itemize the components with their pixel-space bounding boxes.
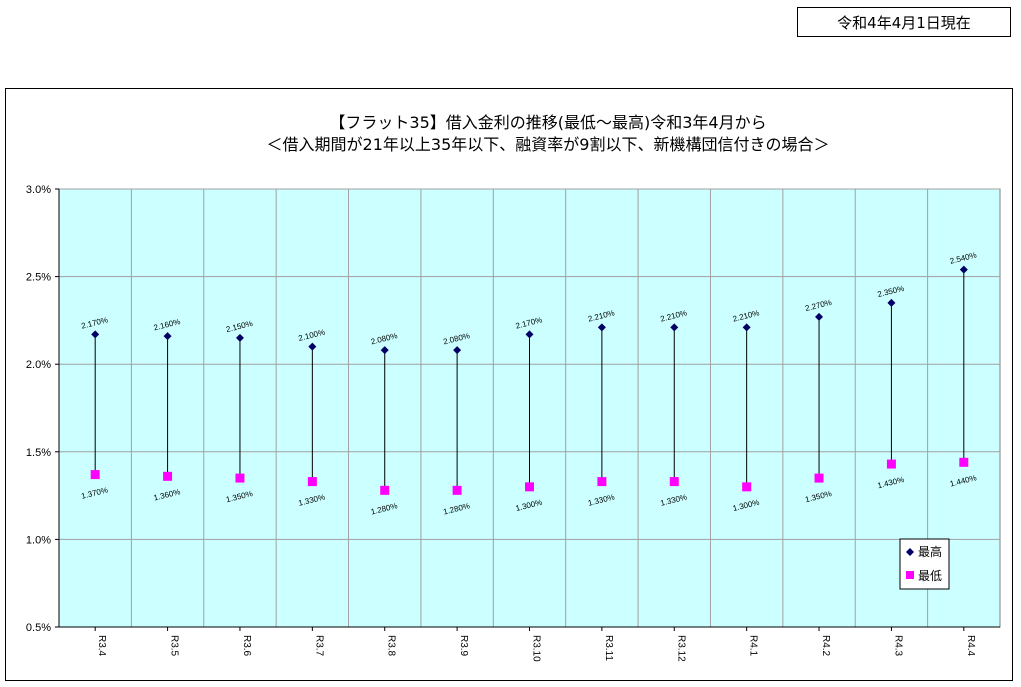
legend-max-marker [906, 548, 914, 556]
max-rate-marker [597, 323, 606, 332]
max-rate-marker [959, 265, 968, 274]
min-rate-marker [814, 473, 824, 483]
y-tick-label: 0.5% [26, 622, 51, 634]
x-tick-label: R4.3 [892, 635, 903, 657]
x-tick-label: R3.4 [96, 635, 107, 657]
report-date: 令和4年4月1日現在 [837, 13, 971, 32]
chart-title-line1: 【フラット35】借入金利の推移(最低～最高)令和3年4月から [329, 113, 766, 132]
legend-min-marker [906, 571, 914, 579]
x-tick-label: R4.1 [748, 635, 759, 657]
max-rate-marker [453, 346, 462, 355]
y-tick-label: 3.0% [26, 184, 51, 196]
min-rate-marker [307, 477, 317, 487]
legend-min-label: 最低 [918, 569, 942, 583]
max-rate-marker [742, 323, 751, 332]
x-tick-label: R3.7 [313, 635, 324, 657]
chart-frame [5, 88, 1013, 681]
chart-title-line2: ＜借入期間が21年以上35年以下、融資率が9割以下、新機構団信付きの場合＞ [267, 135, 830, 154]
max-rate-marker [815, 312, 824, 321]
max-rate-marker [163, 332, 172, 341]
max-rate-marker [887, 298, 896, 307]
plot-area: 0.5% 1.0% 1.5% 2.0% 2.5% 3.0% R3.4 R3.5 R3.6 R3.7… [26, 184, 1001, 662]
y-tick-label: 1.0% [26, 534, 51, 546]
max-rate-marker [525, 330, 534, 339]
min-rate-marker [163, 471, 173, 481]
min-rate-marker [90, 470, 100, 480]
min-rate-marker [380, 485, 390, 495]
min-rate-marker [597, 477, 607, 487]
x-tick-label: R3.12 [675, 635, 686, 662]
report-date-box: 令和4年4月1日現在 [797, 7, 1011, 37]
min-rate-marker [669, 477, 679, 487]
x-tick-label: R3.11 [603, 635, 614, 661]
x-tick-label: R4.4 [965, 635, 976, 657]
x-tick-label: R3.8 [386, 635, 397, 657]
min-rate-marker [525, 482, 534, 492]
max-rate-marker [235, 333, 244, 342]
x-tick-label: R3.10 [531, 635, 542, 662]
max-rate-marker [91, 330, 100, 339]
legend-box [899, 538, 950, 590]
max-rate-marker [308, 342, 317, 351]
x-tick-label: R3.6 [241, 635, 252, 657]
max-rate-marker [380, 346, 389, 355]
x-tick-label: R4.2 [820, 635, 831, 657]
min-rate-marker [742, 482, 752, 492]
y-tick-label: 1.5% [26, 447, 51, 459]
max-rate-marker [670, 323, 679, 332]
min-rate-marker [235, 473, 245, 483]
legend-max-label: 最高 [918, 544, 942, 559]
x-tick-label: R3.9 [458, 635, 469, 657]
y-tick-label: 2.5% [26, 272, 51, 284]
y-tick-label: 2.0% [26, 359, 51, 371]
min-rate-marker [886, 459, 896, 469]
x-tick-label: R3.5 [169, 635, 180, 657]
min-rate-marker [452, 485, 462, 495]
min-rate-marker [959, 457, 969, 467]
